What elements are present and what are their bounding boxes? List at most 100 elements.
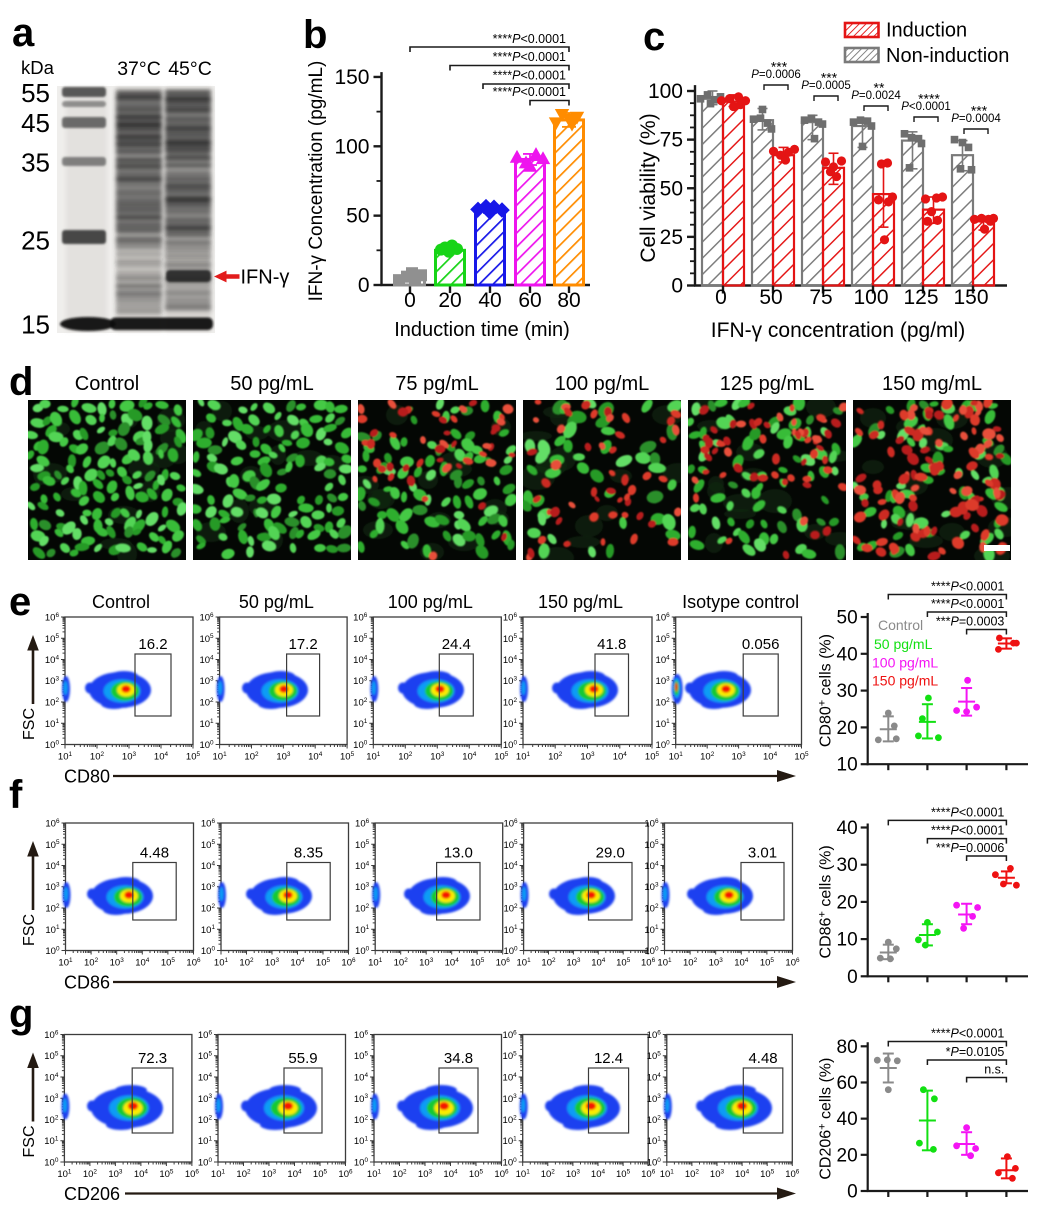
svg-text:150 pg/mL: 150 pg/mL — [538, 592, 623, 612]
svg-text:104: 104 — [644, 860, 659, 872]
svg-text:20: 20 — [837, 1145, 858, 1166]
svg-text:100: 100 — [201, 945, 216, 957]
svg-text:100: 100 — [334, 135, 369, 158]
svg-text:105: 105 — [470, 957, 485, 969]
svg-text:CD206: CD206 — [64, 1184, 120, 1204]
svg-text:103: 103 — [353, 676, 368, 688]
svg-text:102: 102 — [44, 1114, 59, 1126]
svg-text:104: 104 — [308, 751, 323, 763]
svg-text:104: 104 — [503, 1072, 518, 1084]
svg-text:102: 102 — [685, 1168, 700, 1180]
svg-text:105: 105 — [503, 633, 518, 645]
svg-text:0.056: 0.056 — [742, 636, 780, 653]
svg-text:102: 102 — [45, 903, 60, 915]
svg-text:106: 106 — [338, 1168, 353, 1180]
svg-text:103: 103 — [580, 751, 595, 763]
svg-text:104: 104 — [135, 957, 150, 969]
svg-text:101: 101 — [201, 924, 216, 936]
svg-text:102: 102 — [541, 1168, 556, 1180]
svg-text:100: 100 — [198, 1157, 213, 1169]
svg-text:105: 105 — [647, 1051, 662, 1063]
svg-text:50 pg/mL: 50 pg/mL — [230, 373, 313, 395]
svg-text:72.3: 72.3 — [138, 1050, 167, 1067]
svg-text:105: 105 — [199, 633, 214, 645]
svg-text:0: 0 — [847, 1182, 858, 1203]
svg-text:106: 106 — [641, 957, 656, 969]
svg-text:Control: Control — [878, 617, 923, 633]
svg-text:104: 104 — [613, 751, 628, 763]
svg-text:****P<0.0001: ****P<0.0001 — [493, 32, 566, 46]
svg-text:kDa: kDa — [21, 57, 55, 78]
svg-text:****: **** — [918, 91, 940, 107]
svg-text:102: 102 — [541, 957, 556, 969]
svg-text:a: a — [12, 11, 35, 55]
svg-text:37°C: 37°C — [117, 58, 161, 80]
svg-text:10: 10 — [837, 755, 858, 776]
svg-text:50 pg/mL: 50 pg/mL — [874, 636, 933, 652]
svg-text:****P<0.0001: ****P<0.0001 — [931, 580, 1004, 594]
svg-text:P=0.0004: P=0.0004 — [951, 113, 1001, 125]
svg-text:101: 101 — [503, 718, 518, 730]
svg-text:Induction: Induction — [886, 20, 967, 42]
svg-text:60: 60 — [518, 289, 541, 312]
svg-text:104: 104 — [287, 1168, 302, 1180]
svg-text:***P=0.0003: ***P=0.0003 — [936, 615, 1005, 629]
svg-text:105: 105 — [656, 633, 671, 645]
svg-text:Control: Control — [92, 592, 150, 612]
svg-text:103: 103 — [503, 882, 518, 894]
svg-text:105: 105 — [45, 633, 60, 645]
svg-text:20: 20 — [837, 892, 858, 913]
svg-text:101: 101 — [213, 751, 228, 763]
svg-text:104: 104 — [591, 1168, 606, 1180]
svg-text:104: 104 — [591, 957, 606, 969]
svg-text:102: 102 — [199, 697, 214, 709]
svg-text:105: 105 — [159, 1168, 174, 1180]
svg-text:103: 103 — [110, 957, 125, 969]
svg-text:104: 104 — [290, 957, 305, 969]
svg-text:34.8: 34.8 — [444, 1050, 473, 1067]
svg-text:103: 103 — [262, 1168, 277, 1180]
svg-text:102: 102 — [239, 957, 254, 969]
svg-text:105: 105 — [760, 1168, 775, 1180]
svg-text:150: 150 — [953, 286, 988, 309]
svg-text:101: 101 — [353, 718, 368, 730]
svg-text:80: 80 — [557, 289, 580, 312]
svg-text:102: 102 — [83, 1168, 98, 1180]
svg-text:106: 106 — [503, 818, 518, 830]
svg-text:104: 104 — [353, 654, 368, 666]
svg-text:105: 105 — [340, 751, 355, 763]
svg-text:45: 45 — [21, 108, 50, 138]
svg-text:106: 106 — [45, 612, 60, 624]
svg-text:105: 105 — [644, 839, 659, 851]
svg-text:15: 15 — [21, 310, 50, 340]
svg-text:101: 101 — [516, 751, 531, 763]
svg-text:40: 40 — [837, 1109, 858, 1130]
svg-text:150 pg/mL: 150 pg/mL — [872, 673, 938, 689]
svg-text:100: 100 — [45, 945, 60, 957]
svg-text:80: 80 — [837, 1037, 858, 1058]
svg-text:101: 101 — [669, 751, 684, 763]
svg-text:103: 103 — [198, 1093, 213, 1105]
svg-text:P=0.0024: P=0.0024 — [851, 90, 901, 102]
svg-text:b: b — [303, 13, 327, 57]
svg-text:106: 106 — [641, 1168, 656, 1180]
svg-text:c: c — [643, 15, 665, 59]
svg-text:102: 102 — [503, 903, 518, 915]
svg-text:101: 101 — [355, 924, 370, 936]
svg-text:100: 100 — [44, 1157, 59, 1169]
svg-text:102: 102 — [394, 957, 409, 969]
svg-text:104: 104 — [735, 1168, 750, 1180]
svg-text:105: 105 — [760, 957, 775, 969]
svg-text:P=0.0006: P=0.0006 — [751, 69, 801, 81]
svg-text:100: 100 — [503, 1157, 518, 1169]
svg-text:102: 102 — [503, 697, 518, 709]
svg-text:d: d — [9, 360, 33, 404]
svg-text:50: 50 — [660, 177, 683, 200]
svg-text:106: 106 — [647, 1029, 662, 1041]
svg-text:101: 101 — [516, 1168, 531, 1180]
svg-text:100: 100 — [355, 945, 370, 957]
svg-text:100: 100 — [354, 1157, 369, 1169]
svg-text:100: 100 — [503, 945, 518, 957]
svg-text:100: 100 — [644, 945, 659, 957]
svg-text:13.0: 13.0 — [444, 845, 473, 862]
